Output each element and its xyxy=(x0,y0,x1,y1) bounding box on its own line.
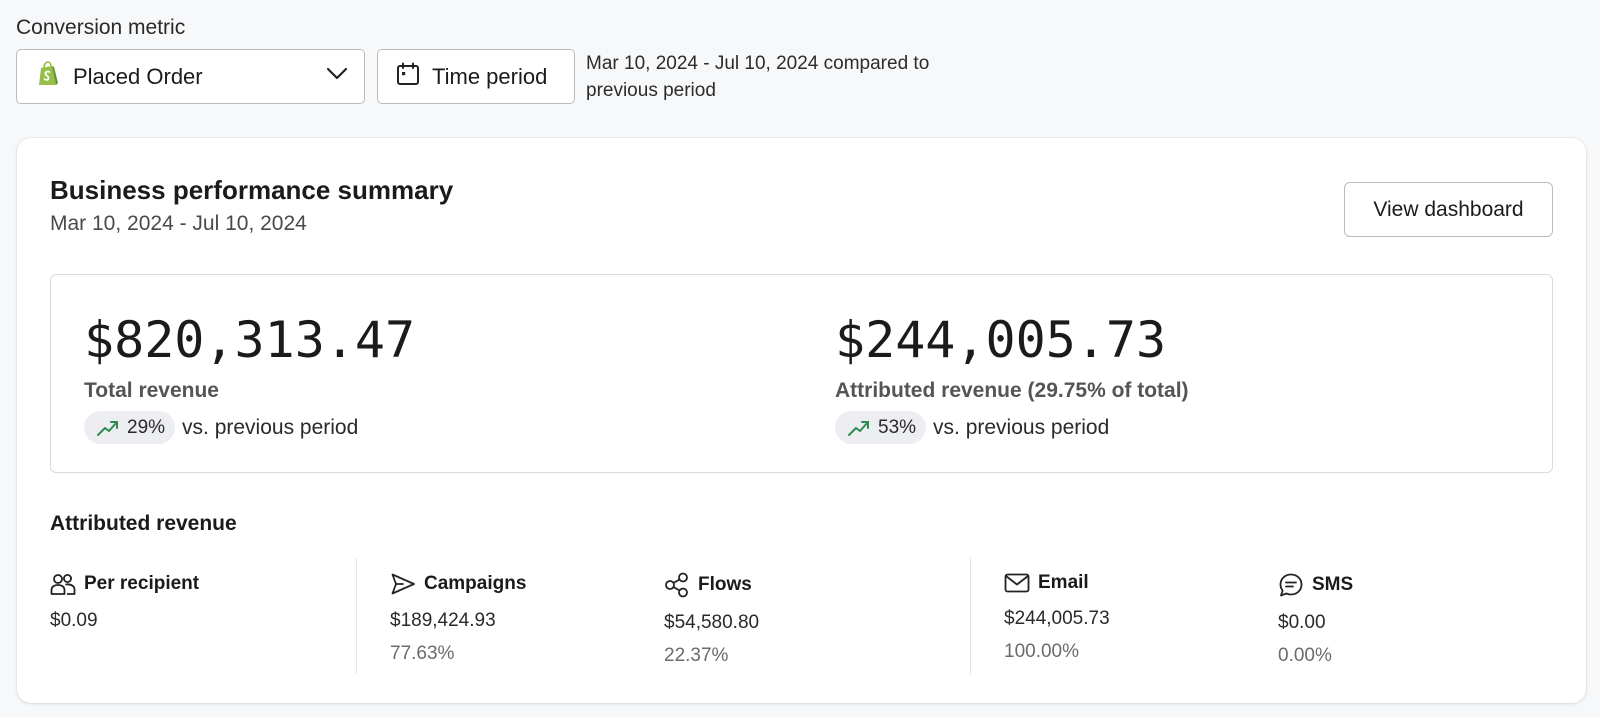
metric-value: $189,424.93 xyxy=(390,610,496,631)
metric-sms: SMS $0.00 0.00% xyxy=(1278,572,1353,667)
card-date-range: Mar 10, 2024 - Jul 10, 2024 xyxy=(50,212,307,235)
chevron-down-icon xyxy=(326,67,348,86)
revenue-stats-box: $820,313.47 Total revenue 29% vs. previo… xyxy=(50,274,1553,473)
metric-value: $244,005.73 xyxy=(1004,608,1110,629)
attributed-revenue-stat: $244,005.73 Attributed revenue (29.75% o… xyxy=(835,311,1189,444)
view-dashboard-button[interactable]: View dashboard xyxy=(1344,182,1553,237)
metric-percent: 22.37% xyxy=(664,645,729,666)
attributed-revenue-section-title: Attributed revenue xyxy=(50,512,237,535)
metric-name: SMS xyxy=(1312,574,1354,595)
conversion-metric-label: Conversion metric xyxy=(16,16,186,39)
total-revenue-vs: vs. previous period xyxy=(182,415,359,439)
comparison-period-text: Mar 10, 2024 - Jul 10, 2024 compared to … xyxy=(586,53,930,101)
metric-email: Email $244,005.73 100.00% xyxy=(1004,572,1110,663)
attributed-revenue-value: $244,005.73 xyxy=(835,311,1167,369)
metric-flows: Flows $54,580.80 22.37% xyxy=(664,572,759,667)
total-revenue-stat: $820,313.47 Total revenue 29% vs. previo… xyxy=(84,311,415,444)
metric-value: $0.00 xyxy=(1278,612,1326,633)
users-icon xyxy=(50,574,76,595)
conversion-metric-select[interactable]: Placed Order xyxy=(16,49,365,104)
total-revenue-change-badge: 29% xyxy=(84,411,176,444)
mail-icon xyxy=(1004,573,1030,593)
send-icon xyxy=(391,573,415,595)
total-revenue-label: Total revenue xyxy=(84,379,219,402)
metric-name: Campaigns xyxy=(424,573,527,594)
divider xyxy=(356,558,357,674)
metric-name: Per recipient xyxy=(84,573,200,594)
metric-percent: 0.00% xyxy=(1278,645,1332,666)
time-period-button[interactable]: Time period xyxy=(377,49,575,104)
attributed-revenue-change: 53% xyxy=(878,416,917,438)
business-performance-card: Business performance summary Mar 10, 202… xyxy=(17,138,1586,703)
card-title: Business performance summary xyxy=(50,175,454,205)
calendar-icon xyxy=(396,62,420,91)
metric-per-recipient: Per recipient $0.09 xyxy=(50,572,199,632)
metric-value: $54,580.80 xyxy=(664,612,760,633)
attributed-revenue-label: Attributed revenue (29.75% of total) xyxy=(835,379,1189,402)
shopify-icon xyxy=(37,61,59,92)
metric-percent: 77.63% xyxy=(390,643,455,664)
metric-campaigns: Campaigns $189,424.93 77.63% xyxy=(390,572,526,665)
divider xyxy=(970,558,971,674)
metric-value: $0.09 xyxy=(50,610,98,631)
attributed-revenue-change-badge: 53% xyxy=(835,411,927,444)
flow-icon xyxy=(665,572,688,598)
total-revenue-value: $820,313.47 xyxy=(84,311,416,369)
metric-name: Email xyxy=(1038,572,1089,593)
metric-percent: 100.00% xyxy=(1004,641,1080,662)
total-revenue-change: 29% xyxy=(127,416,166,438)
trend-up-icon xyxy=(848,420,869,436)
trend-up-icon xyxy=(97,420,118,436)
attributed-revenue-vs: vs. previous period xyxy=(933,415,1110,439)
conversion-metric-value: Placed Order xyxy=(73,63,203,89)
metric-name: Flows xyxy=(698,574,752,595)
sms-icon xyxy=(1279,573,1303,597)
time-period-label: Time period xyxy=(432,63,548,89)
